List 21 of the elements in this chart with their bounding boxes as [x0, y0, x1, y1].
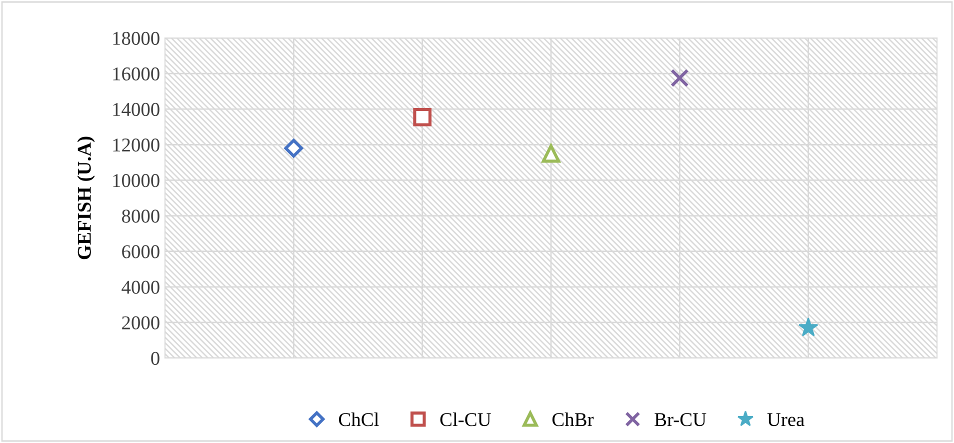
legend-label: ChBr — [552, 412, 594, 426]
point — [284, 138, 304, 158]
y-tick-label: 8000 — [122, 210, 160, 223]
point — [670, 68, 689, 88]
y-tick-label: 6000 — [122, 245, 160, 258]
legend-label: Urea — [767, 413, 804, 426]
point — [542, 144, 560, 163]
legend-label: Br-CU — [654, 413, 706, 426]
y-tick-label: 16000 — [113, 67, 160, 80]
y-tick-label: 2000 — [122, 316, 160, 330]
y-tick-label: 18000 — [113, 32, 160, 45]
point — [413, 108, 432, 126]
y-tick-label: 10000 — [113, 174, 160, 188]
point — [798, 317, 818, 336]
y-tick-label: 4000 — [122, 280, 160, 294]
y-tick-label: 14000 — [113, 102, 160, 116]
legend-label: ChCl — [338, 412, 379, 426]
y-axis-title: GEFISH (U.A) — [77, 136, 95, 260]
y-tick-label: 12000 — [113, 138, 160, 152]
legend-label: Cl-CU — [440, 412, 491, 426]
y-tick-label: 0 — [151, 352, 160, 365]
